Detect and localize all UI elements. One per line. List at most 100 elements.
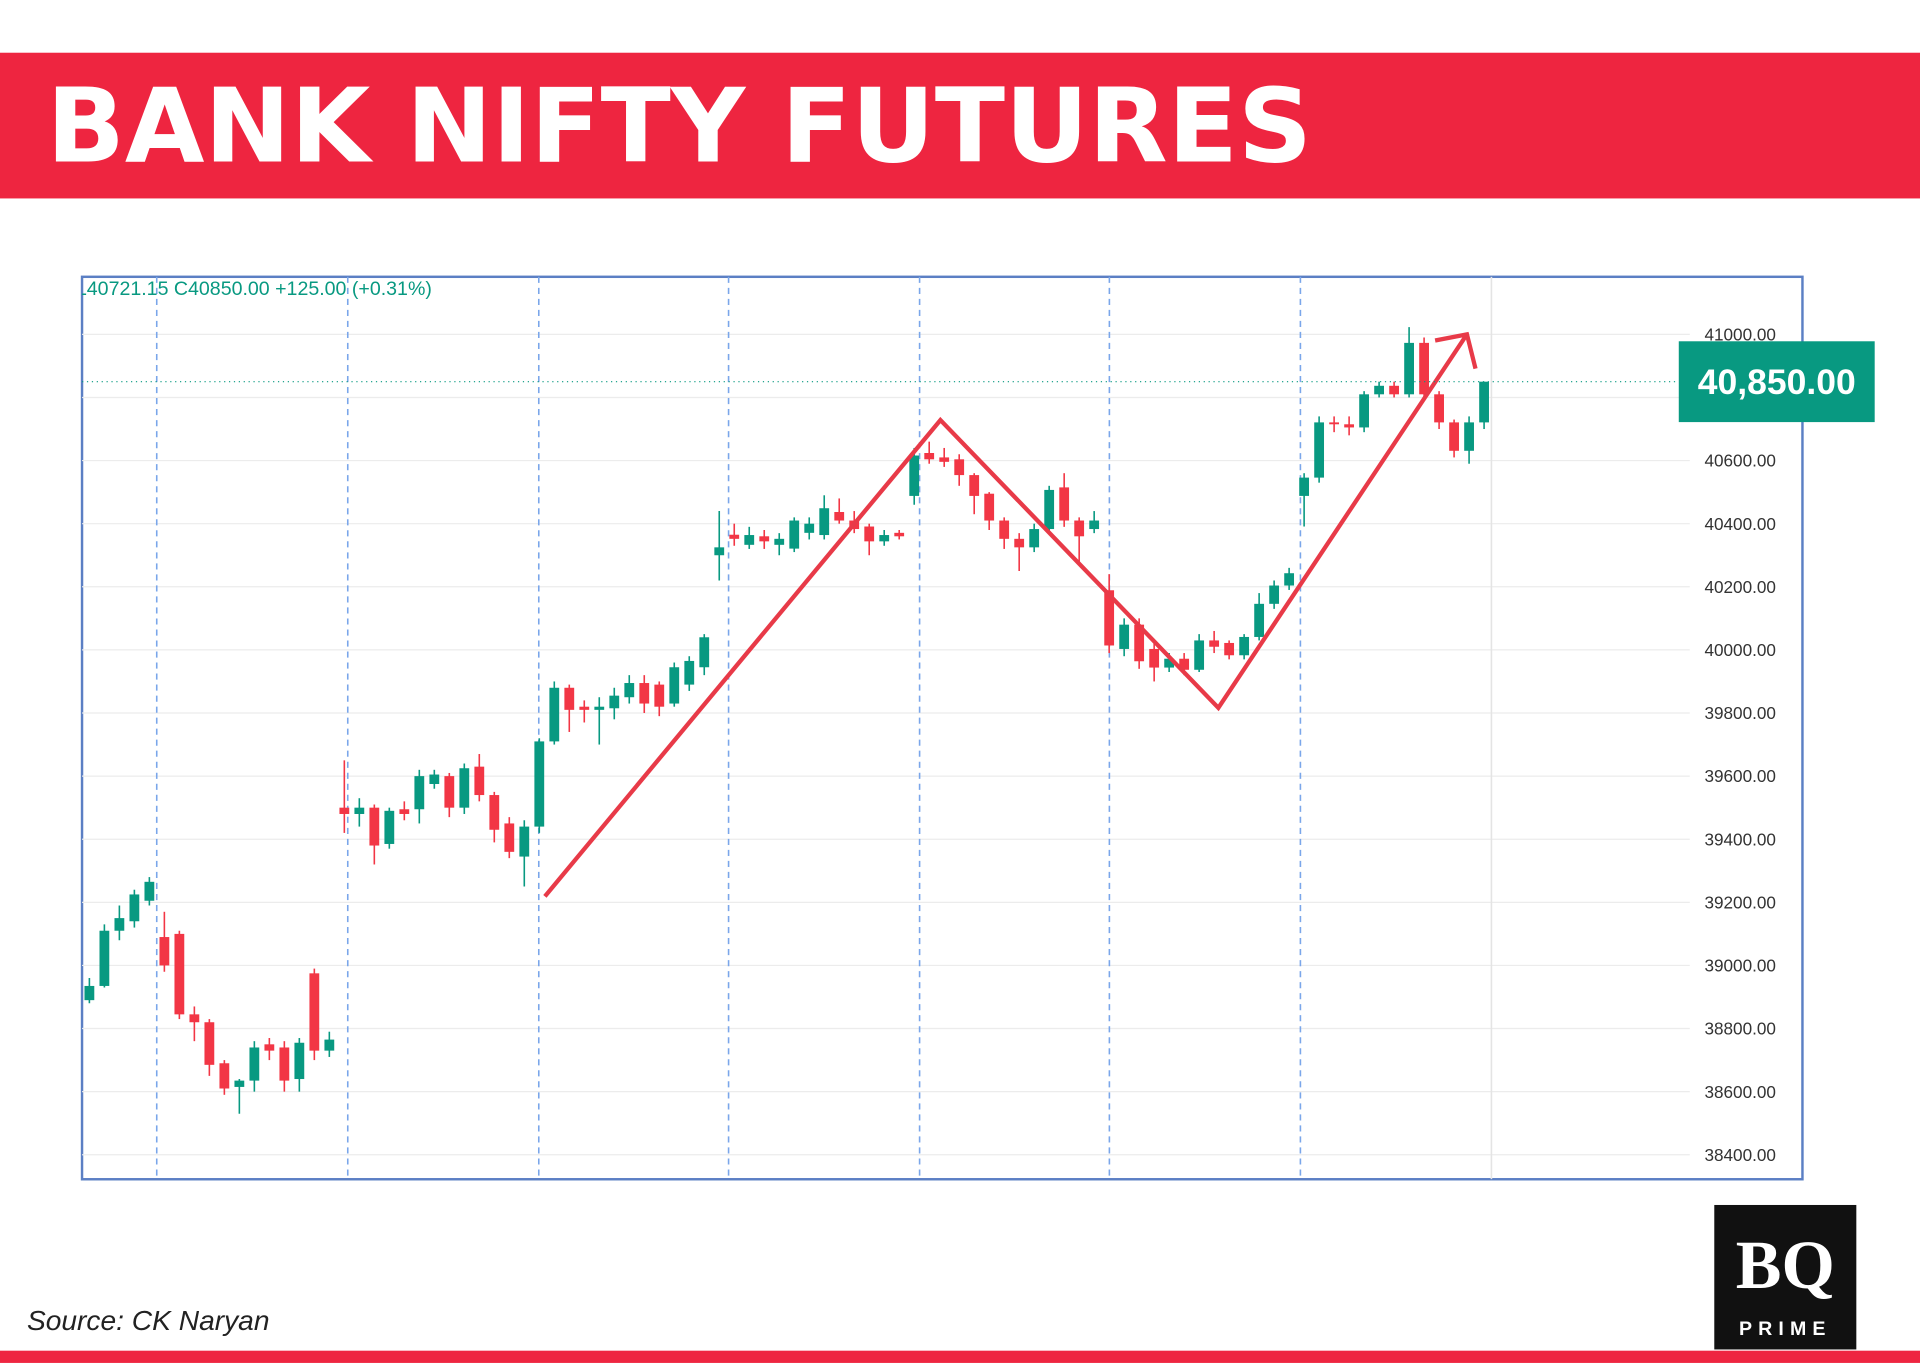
candle-body <box>654 684 665 707</box>
y-tick-label: 41000.00 <box>1704 324 1775 344</box>
price-tag-label: 40,850.00 <box>1698 362 1856 402</box>
candle-body <box>669 667 680 704</box>
candle-body <box>939 457 950 462</box>
candle-body <box>519 826 530 857</box>
y-tick-label: 38600.00 <box>1704 1082 1775 1102</box>
candle-body <box>129 894 140 922</box>
candle-body <box>699 637 710 668</box>
footer-band <box>0 1350 1920 1363</box>
y-tick-label: 40600.00 <box>1704 451 1775 471</box>
candle-body <box>1044 489 1055 530</box>
candle-body <box>1419 342 1429 395</box>
candle-body <box>1224 642 1235 656</box>
candle-body <box>429 774 440 785</box>
y-tick-label: 40000.00 <box>1704 640 1775 660</box>
y-tick-label: 40400.00 <box>1704 514 1775 534</box>
candle-body <box>399 809 410 814</box>
candle-body <box>1074 520 1085 537</box>
candle-body <box>804 523 815 533</box>
candle-body <box>1194 640 1205 670</box>
candle-body <box>354 807 365 814</box>
plot: L40721.15 C40850.00 +125.00 (+0.31%) <box>76 276 1690 1180</box>
candle-body <box>1149 648 1160 668</box>
trend-arrow <box>1434 331 1478 370</box>
candle-body <box>789 520 800 549</box>
candle-body <box>954 459 965 476</box>
candle-body <box>729 534 740 539</box>
candle-body <box>549 687 560 742</box>
y-tick-label: 39000.00 <box>1704 956 1775 976</box>
candle-body <box>144 881 155 901</box>
candle-body <box>534 741 545 827</box>
candle-body <box>1239 636 1250 656</box>
candle-body <box>84 985 95 1001</box>
candle-body <box>189 1014 200 1023</box>
candle-body <box>309 973 320 1051</box>
y-tick-label: 39400.00 <box>1704 829 1775 849</box>
logo: BQ <box>1736 1227 1835 1303</box>
candle-body <box>1299 477 1310 496</box>
candle-body <box>219 1063 230 1089</box>
candle-body <box>759 536 770 542</box>
y-tick-label: 39600.00 <box>1704 766 1775 786</box>
candle-body <box>564 687 575 710</box>
candle-body <box>639 683 650 704</box>
candle-body <box>504 823 515 852</box>
candle-body <box>1374 385 1385 395</box>
candle-body <box>579 706 590 710</box>
candle-body <box>1209 640 1220 647</box>
header-band <box>0 52 1920 199</box>
candle-body <box>174 933 185 1015</box>
candle-body <box>999 520 1010 539</box>
session-lines <box>155 276 1493 1180</box>
candle-body <box>684 660 695 685</box>
candle-body <box>714 547 725 556</box>
candle-body <box>774 538 785 545</box>
candle-body <box>1479 381 1489 423</box>
y-tick-label: 38400.00 <box>1704 1145 1775 1165</box>
logo-box <box>1714 1204 1857 1350</box>
ohlc-legend: L40721.15 C40850.00 +125.00 (+0.31%) <box>76 278 432 300</box>
candle-body <box>1359 394 1370 428</box>
candle-body <box>1329 422 1340 425</box>
candle-body <box>264 1044 275 1051</box>
candle-body <box>1269 585 1280 604</box>
candle-body <box>1014 538 1025 548</box>
candle-body <box>459 768 470 808</box>
candle-body <box>879 535 890 542</box>
candle-body <box>324 1039 335 1051</box>
candle-body <box>414 776 425 810</box>
candle-body <box>489 795 500 830</box>
candle-body <box>1464 422 1474 451</box>
source: Source: CK Naryan <box>27 1305 270 1336</box>
y-tick-label: 38800.00 <box>1704 1019 1775 1039</box>
candle-body <box>1164 658 1175 668</box>
candle-body <box>474 766 485 796</box>
candle-body <box>294 1042 305 1080</box>
candle-body <box>1089 520 1100 530</box>
candle-body <box>834 512 845 521</box>
candle-body <box>249 1047 260 1081</box>
candle-body <box>1104 590 1115 646</box>
candle-body <box>984 493 995 521</box>
candle-body <box>624 683 635 698</box>
price-tag <box>1678 341 1875 423</box>
candle-body <box>744 535 755 545</box>
y-tick-label: 39200.00 <box>1704 892 1775 912</box>
candle-body <box>969 475 980 496</box>
candle-body <box>909 455 920 496</box>
candle-body <box>819 508 830 536</box>
candle-body <box>234 1080 245 1087</box>
candle-body <box>1389 385 1399 395</box>
candle-body <box>1119 624 1130 649</box>
candle-body <box>1449 422 1459 451</box>
candle-body <box>369 807 380 846</box>
candle-body <box>99 930 110 986</box>
candle-body <box>1314 422 1325 478</box>
candle-body <box>1434 394 1444 423</box>
candle-body <box>1404 342 1414 395</box>
candle-body <box>159 937 170 966</box>
candle-body <box>1254 603 1265 637</box>
